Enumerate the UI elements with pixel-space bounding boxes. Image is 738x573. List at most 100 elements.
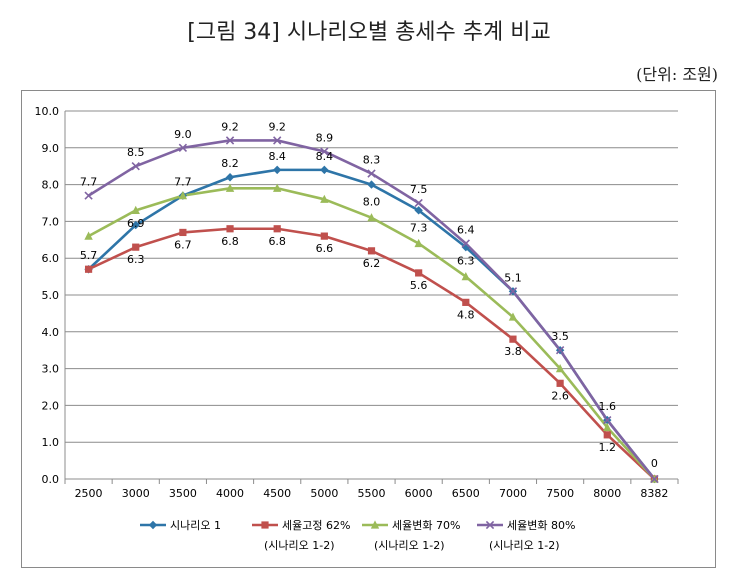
data-point bbox=[131, 162, 140, 171]
data-point bbox=[370, 520, 380, 529]
data-point bbox=[131, 205, 140, 214]
data-point-stroke bbox=[84, 191, 93, 200]
data-label: 6.3 bbox=[127, 253, 145, 266]
x-tick-label: 5500 bbox=[358, 487, 386, 500]
data-point-stroke bbox=[461, 239, 470, 248]
data-point bbox=[132, 243, 140, 251]
y-tick-label: 0.0 bbox=[42, 473, 60, 486]
data-point-stroke bbox=[508, 287, 518, 296]
data-label: 6.3 bbox=[457, 255, 475, 268]
legend-label: 세율변화 80% bbox=[507, 519, 575, 532]
figure-title: [그림 34] 시나리오별 총세수 추계 비교 bbox=[187, 20, 551, 45]
legend-label: 시나리오 1 bbox=[170, 519, 221, 532]
data-point-stroke bbox=[485, 520, 495, 530]
data-point bbox=[225, 183, 235, 192]
series-line-4 bbox=[87, 139, 656, 480]
data-point bbox=[461, 272, 471, 281]
data-point bbox=[320, 194, 329, 203]
data-label: 6.4 bbox=[457, 223, 475, 236]
data-point bbox=[84, 231, 93, 240]
data-label: 5.6 bbox=[410, 279, 428, 292]
data-point bbox=[367, 213, 376, 222]
data-point bbox=[461, 239, 470, 248]
legend-item-1: 시나리오 1 bbox=[140, 519, 221, 532]
data-point-stroke bbox=[603, 415, 612, 425]
data-label: 7.7 bbox=[174, 176, 192, 189]
data-point bbox=[272, 165, 282, 175]
data-point-stroke bbox=[225, 136, 235, 145]
data-label: 3.5 bbox=[551, 330, 569, 343]
data-point bbox=[84, 191, 93, 200]
data-label: 8.4 bbox=[316, 150, 334, 163]
data-point bbox=[148, 520, 158, 530]
data-point bbox=[462, 298, 470, 306]
data-label: 7.7 bbox=[80, 176, 98, 189]
line-chart: 0.0 1.0 2.0 3.0 4.0 5.0 6.0 7.0 8.0 9.0 10.0 2500 30… bbox=[35, 105, 679, 552]
data-label: 8.4 bbox=[268, 150, 286, 163]
x-tick-label: 4500 bbox=[263, 487, 291, 500]
data-point bbox=[555, 346, 565, 355]
x-tick-label: 8000 bbox=[593, 487, 621, 500]
legend-label: 세율고정 62% bbox=[282, 519, 350, 532]
data-point-stroke bbox=[650, 474, 659, 484]
y-tick-label: 4.0 bbox=[42, 326, 60, 339]
data-label: 5.7 bbox=[80, 249, 98, 262]
y-tick-label: 7.0 bbox=[42, 215, 60, 228]
axes: 0.0 1.0 2.0 3.0 4.0 5.0 6.0 7.0 8.0 9.0 10.0 2500 30… bbox=[35, 105, 679, 500]
data-point-stroke bbox=[131, 162, 140, 171]
data-label: 4.8 bbox=[457, 308, 475, 321]
data-label: 6.9 bbox=[127, 217, 145, 230]
y-tick-label: 3.0 bbox=[42, 363, 60, 376]
legend-note: (시나리오 1-2) bbox=[374, 539, 445, 552]
x-tick-label: 3000 bbox=[122, 487, 150, 500]
data-point bbox=[603, 415, 612, 425]
data-label: 6.2 bbox=[363, 257, 381, 270]
data-point bbox=[367, 169, 376, 178]
data-point bbox=[415, 269, 423, 277]
x-tick-label: 7500 bbox=[546, 487, 574, 500]
legend-item-4: 세율변화 80% (시나리오 1-2) bbox=[477, 519, 575, 552]
data-label: 3.8 bbox=[504, 345, 522, 358]
data-point-stroke bbox=[320, 147, 329, 156]
data-label: 6.8 bbox=[221, 235, 239, 248]
data-point bbox=[84, 265, 93, 273]
series-markers bbox=[84, 136, 659, 484]
data-point bbox=[178, 143, 188, 152]
data-point bbox=[273, 136, 282, 145]
y-tick-label: 1.0 bbox=[42, 436, 60, 449]
data-point bbox=[603, 422, 612, 432]
y-tick-label: 6.0 bbox=[42, 252, 60, 265]
data-point bbox=[320, 147, 329, 156]
x-tick-label: 3500 bbox=[169, 487, 197, 500]
data-label: 7.5 bbox=[410, 183, 428, 196]
data-point bbox=[414, 238, 423, 248]
x-tick-label: 7000 bbox=[499, 487, 527, 500]
data-point bbox=[131, 220, 140, 230]
series-lines bbox=[87, 139, 656, 480]
data-point bbox=[225, 136, 235, 145]
legend: 시나리오 1 세율고정 62% (시나리오 1-2) 세율변화 70% (시나리오 1-… bbox=[140, 519, 575, 552]
y-tick-label: 10.0 bbox=[35, 105, 60, 118]
data-labels: 7.7 8.5 9.0 9.2 9.2 8.9 8.3 7.5 6.4 5.1 3.5 1.6 0 8.2… bbox=[80, 120, 658, 470]
data-point bbox=[225, 173, 235, 182]
data-point bbox=[509, 335, 517, 343]
x-tick-label: 6000 bbox=[405, 487, 433, 500]
data-label: 6.6 bbox=[316, 242, 334, 255]
data-point bbox=[261, 521, 269, 529]
y-tick-label: 9.0 bbox=[42, 142, 60, 155]
x-tick-label: 4000 bbox=[216, 487, 244, 500]
data-point bbox=[272, 183, 282, 192]
data-label: 0 bbox=[651, 457, 658, 470]
data-label: 2.6 bbox=[551, 389, 569, 402]
data-label: 8.0 bbox=[363, 196, 381, 209]
x-tick-label: 6500 bbox=[452, 487, 480, 500]
x-tick-label: 5000 bbox=[310, 487, 338, 500]
data-label: 5.1 bbox=[504, 271, 522, 284]
data-point bbox=[414, 206, 423, 215]
data-point bbox=[320, 165, 329, 175]
data-label: 1.6 bbox=[599, 400, 617, 413]
data-point bbox=[273, 225, 281, 233]
data-point bbox=[367, 247, 376, 255]
data-label: 8.2 bbox=[221, 157, 239, 170]
data-point bbox=[650, 474, 659, 484]
